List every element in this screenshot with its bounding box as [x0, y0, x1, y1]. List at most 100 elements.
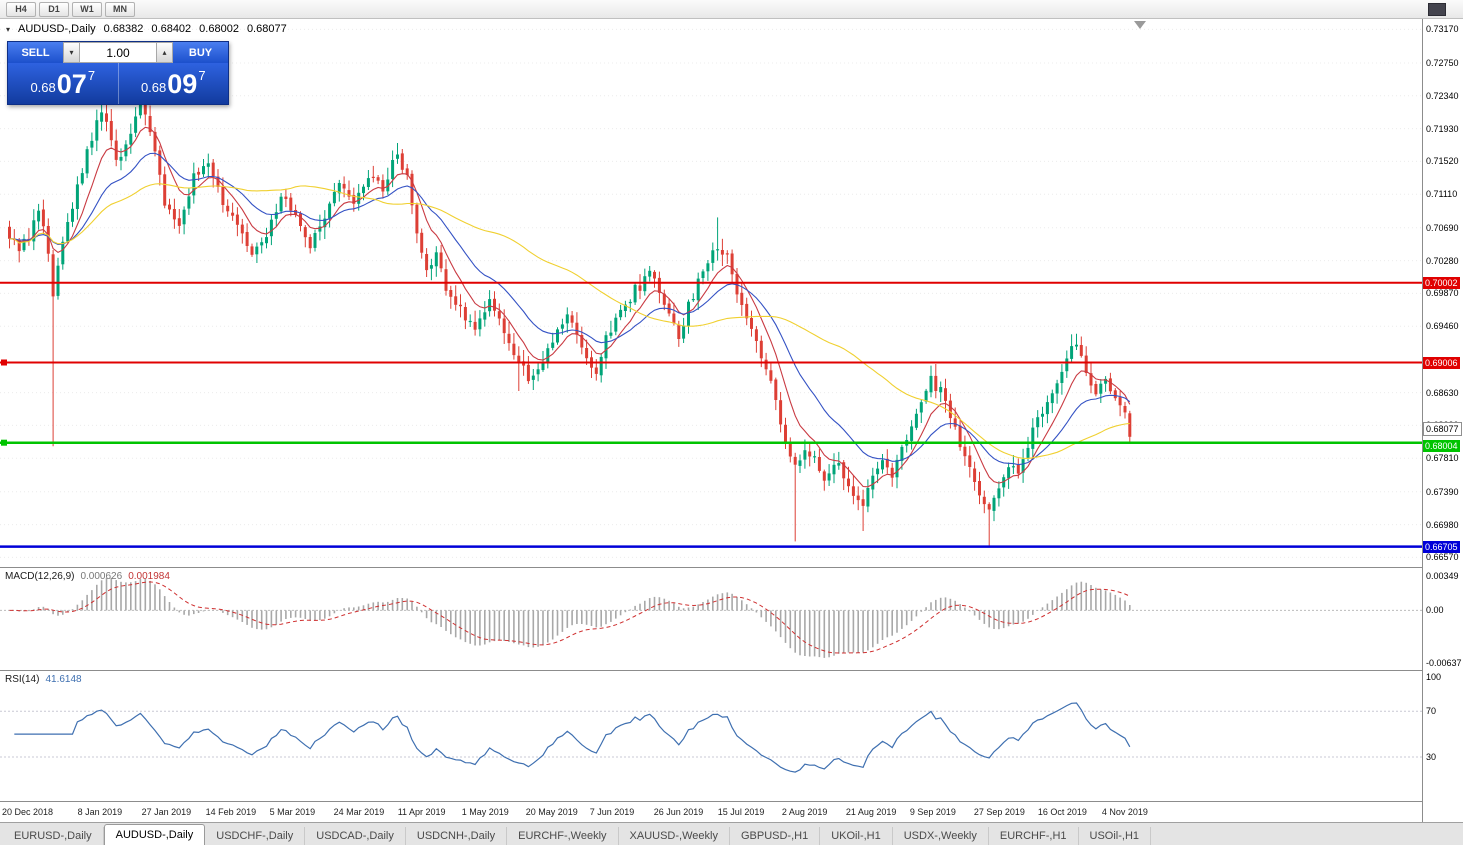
price-badge: 0.66705	[1423, 540, 1460, 553]
date-label: 8 Jan 2019	[77, 807, 123, 817]
date-label: 2 Aug 2019	[781, 807, 828, 817]
macd-axis-tick: 0.00	[1426, 605, 1444, 616]
sell-price-pips: 07	[56, 68, 87, 99]
date-label: 27 Sep 2019	[973, 807, 1025, 817]
timeframe-button-d1[interactable]: D1	[39, 1, 69, 17]
date-label: 9 Sep 2019	[909, 807, 956, 817]
timeframe-button-mn[interactable]: MN	[105, 1, 135, 17]
volume-decrease-button[interactable]: ▾	[63, 42, 80, 63]
tab-usdcad-daily[interactable]: USDCAD-,Daily	[305, 827, 406, 845]
date-label: 15 Jul 2019	[717, 807, 765, 817]
window-control-button[interactable]	[1428, 3, 1446, 16]
price-axis-tick: 0.72750	[1426, 58, 1459, 68]
ohlc-open: 0.68382	[103, 23, 144, 35]
symbol-dropdown-icon: ▾	[6, 24, 11, 34]
price-chart-canvas[interactable]	[0, 19, 1423, 567]
chart-ohlc-readout: ▾ AUDUSD-,Daily 0.68382 0.68402 0.68002 …	[6, 23, 287, 35]
price-chart-pane[interactable]: ▾ AUDUSD-,Daily 0.68382 0.68402 0.68002 …	[0, 19, 1423, 567]
symbol-name: AUDUSD-,Daily	[18, 23, 96, 35]
rsi-axis-tick: 30	[1426, 752, 1437, 762]
tab-xauusd-weekly[interactable]: XAUUSD-,Weekly	[619, 827, 730, 845]
date-label: 20 May 2019	[525, 807, 578, 817]
price-divider	[117, 63, 119, 104]
chart-body: ▾ AUDUSD-,Daily 0.68382 0.68402 0.68002 …	[0, 19, 1463, 823]
sell-price[interactable]: 0.68 07 7	[8, 63, 118, 104]
price-axis-tick: 0.67390	[1426, 486, 1459, 497]
price-badge: 0.70002	[1423, 276, 1460, 289]
macd-label: MACD(12,26,9) 0.000626 0.001984	[5, 571, 170, 582]
date-label: 27 Jan 2019	[141, 807, 192, 817]
price-axis-tick: 0.69870	[1426, 288, 1459, 299]
date-label: 7 Jun 2019	[589, 807, 635, 817]
price-axis-tick: 0.70280	[1426, 255, 1459, 266]
price-axis-tick: 0.66570	[1426, 552, 1459, 563]
date-label: 14 Feb 2019	[205, 807, 257, 817]
tab-gbpusd-h1[interactable]: GBPUSD-,H1	[730, 827, 821, 845]
macd-pane[interactable]: MACD(12,26,9) 0.000626 0.001984	[0, 567, 1423, 671]
price-axis-tick: 0.72340	[1426, 90, 1459, 101]
rsi-label: RSI(14) 41.6148	[5, 674, 82, 685]
rsi-pane[interactable]: RSI(14) 41.6148	[0, 670, 1423, 802]
date-label: 26 Jun 2019	[653, 807, 704, 817]
volume-field	[80, 42, 156, 63]
tab-usoil-h1[interactable]: USOil-,H1	[1079, 827, 1152, 845]
price-axis-tick: 0.71520	[1426, 156, 1459, 167]
rsi-axis-tick: 70	[1426, 706, 1437, 717]
sell-price-prefix: 0.68	[30, 80, 56, 95]
price-axis-tick: 0.69460	[1426, 321, 1459, 332]
rsi-canvas[interactable]	[0, 671, 1423, 801]
ohlc-close: 0.68077	[246, 23, 287, 35]
price-badge: 0.69006	[1423, 356, 1460, 369]
date-label: 5 Mar 2019	[269, 807, 316, 817]
timeframe-button-h4[interactable]: H4	[6, 1, 36, 17]
volume-input[interactable]	[80, 43, 156, 62]
buy-price-prefix: 0.68	[140, 80, 167, 95]
buy-price-pips: 09	[167, 68, 198, 99]
timeframe-button-w1[interactable]: W1	[72, 1, 102, 17]
buy-price-frac: 7	[198, 68, 206, 83]
sell-price-frac: 7	[87, 68, 96, 83]
tab-usdchf-daily[interactable]: USDCHF-,Daily	[205, 827, 306, 845]
date-label: 24 Mar 2019	[333, 807, 385, 817]
chart-shift-marker-icon	[1134, 21, 1146, 29]
tab-eurchf-h1[interactable]: EURCHF-,H1	[989, 827, 1079, 845]
price-badge: 0.68077	[1423, 421, 1462, 436]
price-axis-tick: 0.71110	[1426, 189, 1458, 200]
price-axis-tick: 0.71930	[1426, 123, 1459, 134]
sell-button[interactable]: SELL	[8, 42, 63, 63]
date-label: 21 Aug 2019	[845, 807, 897, 817]
date-axis[interactable]: 20 Dec 2018 8 Jan 2019 27 Jan 2019 14 Feb 2…	[0, 801, 1423, 823]
date-label: 4 Nov 2019	[1101, 807, 1148, 817]
price-axis-tick: 0.67810	[1426, 453, 1459, 464]
price-axis-tick: 0.68630	[1426, 387, 1459, 398]
tab-ukoil-h1[interactable]: UKOil-,H1	[820, 827, 893, 845]
date-label: 16 Oct 2019	[1037, 807, 1087, 817]
tab-eurusd-daily[interactable]: EURUSD-,Daily	[3, 827, 104, 845]
tab-usdx-weekly[interactable]: USDX-,Weekly	[893, 827, 989, 845]
tab-audusd-daily[interactable]: AUDUSD-,Daily	[103, 824, 206, 845]
ohlc-high: 0.68402	[151, 23, 192, 35]
price-axis-tick: 0.66980	[1426, 519, 1459, 530]
price-axis[interactable]: 0.73170 0.72750 0.72340 0.71930 0.71520 0.711…	[1422, 19, 1463, 823]
one-click-trading-panel: SELL ▾ ▴ BUY 0.68077	[7, 41, 229, 105]
macd-canvas[interactable]	[0, 568, 1423, 670]
rsi-axis-tick: 100	[1426, 672, 1442, 682]
chart-tab-bar: EURUSD-,Daily AUDUSD-,Daily USDCHF-,Daily U…	[0, 822, 1463, 845]
date-label: 11 Apr 2019	[397, 807, 446, 817]
ohlc-low: 0.68002	[199, 23, 239, 35]
tab-eurchf-weekly[interactable]: EURCHF-,Weekly	[507, 827, 619, 845]
macd-axis-tick: 0.00349	[1426, 571, 1459, 581]
volume-increase-button[interactable]: ▴	[156, 42, 173, 63]
buy-button[interactable]: BUY	[173, 42, 228, 63]
chart-window: ▾ AUDUSD-,Daily 0.68382 0.68402 0.68002 …	[0, 19, 1463, 845]
date-label: 1 May 2019	[461, 807, 509, 817]
timeframe-buttons: H4 D1 W1 MN	[6, 1, 135, 17]
buy-price[interactable]: 0.68 09 7	[119, 63, 229, 104]
timeframe-toolbar: H4 D1 W1 MN	[0, 0, 1463, 19]
price-axis-tick: 0.70690	[1426, 222, 1459, 233]
chart-panes: ▾ AUDUSD-,Daily 0.68382 0.68402 0.68002 …	[0, 19, 1423, 823]
date-label: 20 Dec 2018	[2, 807, 54, 817]
price-badge: 0.68004	[1423, 439, 1460, 452]
tab-usdcnh-daily[interactable]: USDCNH-,Daily	[406, 827, 508, 845]
